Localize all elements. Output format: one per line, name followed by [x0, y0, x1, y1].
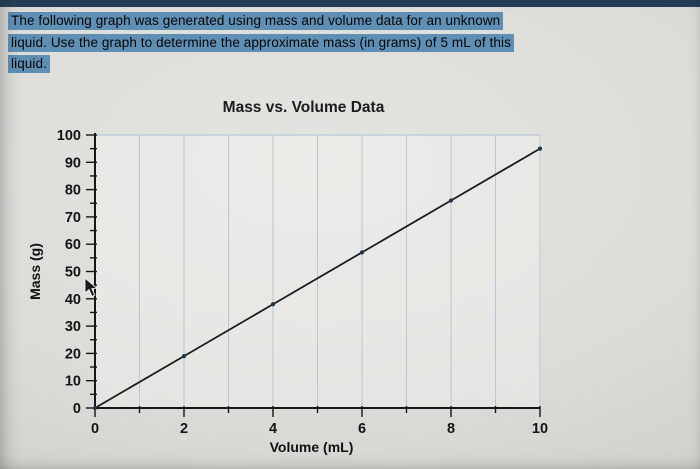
svg-text:100: 100	[57, 128, 81, 144]
svg-text:Volume (mL): Volume (mL)	[270, 439, 354, 455]
svg-text:30: 30	[65, 319, 81, 335]
svg-text:50: 50	[65, 265, 81, 281]
svg-text:10: 10	[532, 421, 548, 437]
question-line-2: liquid. Use the graph to determine the a…	[8, 32, 514, 54]
svg-text:0: 0	[73, 401, 81, 417]
svg-text:60: 60	[65, 237, 81, 253]
svg-text:2: 2	[180, 421, 188, 437]
svg-text:40: 40	[65, 292, 81, 308]
svg-text:8: 8	[447, 421, 455, 437]
svg-text:Mass (g): Mass (g)	[27, 243, 43, 300]
svg-text:0: 0	[91, 421, 99, 437]
question-line-1-text: The following graph was generated using …	[8, 12, 504, 30]
question-line-2-text: liquid. Use the graph to determine the a…	[8, 33, 514, 52]
svg-text:90: 90	[65, 155, 81, 171]
svg-text:10: 10	[65, 374, 81, 390]
question-text: The following graph was generated using …	[8, 10, 514, 75]
svg-text:70: 70	[65, 210, 81, 226]
question-line-3-text: liquid.	[8, 55, 50, 73]
svg-text:20: 20	[65, 346, 81, 362]
window-top-bar	[0, 0, 700, 7]
question-line-3: liquid.	[8, 53, 514, 75]
svg-text:4: 4	[269, 421, 277, 437]
question-line-1: The following graph was generated using …	[8, 10, 514, 32]
svg-text:6: 6	[358, 421, 366, 437]
mouse-cursor-icon	[84, 277, 98, 298]
svg-text:Mass vs. Volume Data: Mass vs. Volume Data	[223, 99, 385, 116]
svg-text:80: 80	[65, 183, 81, 199]
